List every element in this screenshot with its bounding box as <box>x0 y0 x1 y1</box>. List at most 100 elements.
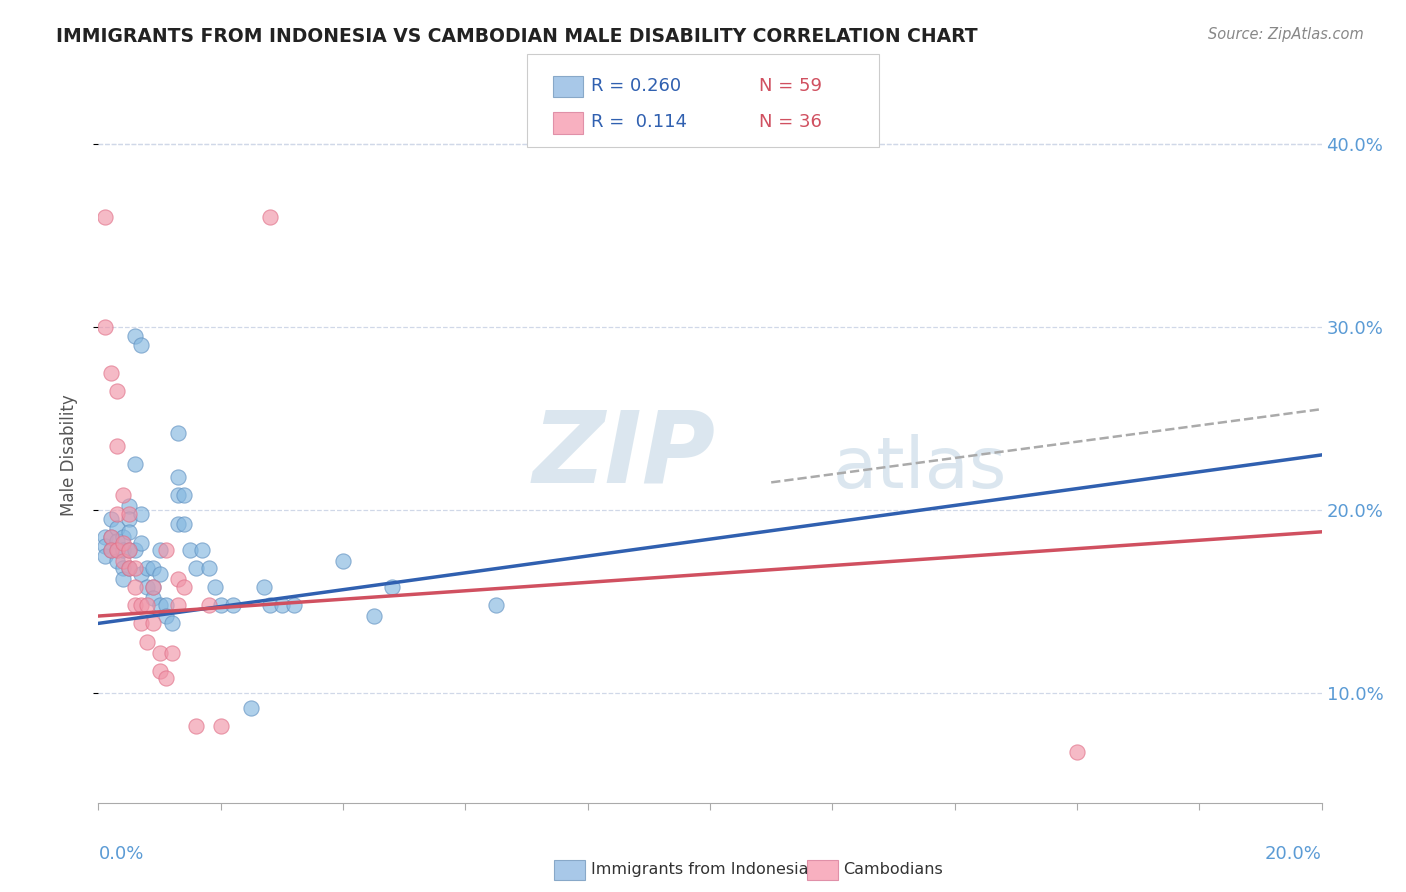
Point <box>197 598 219 612</box>
Point <box>259 210 281 224</box>
Text: N = 59: N = 59 <box>759 77 823 95</box>
Point <box>155 609 177 624</box>
Point <box>129 566 152 581</box>
Point <box>105 384 128 398</box>
Point <box>100 530 122 544</box>
Point <box>149 543 172 558</box>
Point <box>197 561 219 575</box>
Point <box>160 646 183 660</box>
Point <box>149 566 172 581</box>
Point <box>160 616 183 631</box>
Point <box>118 543 141 558</box>
Point <box>118 512 141 526</box>
Point <box>129 598 152 612</box>
Point <box>136 598 159 612</box>
Point <box>136 634 159 648</box>
Text: Immigrants from Indonesia: Immigrants from Indonesia <box>591 863 808 877</box>
Point <box>93 319 115 334</box>
Point <box>111 530 134 544</box>
Point <box>124 580 146 594</box>
Point <box>142 616 165 631</box>
Point <box>167 470 190 484</box>
Point <box>124 329 146 343</box>
Point <box>167 517 190 532</box>
Text: atlas: atlas <box>832 434 1007 503</box>
Point <box>1066 745 1088 759</box>
Text: IMMIGRANTS FROM INDONESIA VS CAMBODIAN MALE DISABILITY CORRELATION CHART: IMMIGRANTS FROM INDONESIA VS CAMBODIAN M… <box>56 27 977 45</box>
Text: 20.0%: 20.0% <box>1265 845 1322 863</box>
Point <box>129 616 152 631</box>
Point <box>191 543 214 558</box>
Y-axis label: Male Disability: Male Disability <box>59 394 77 516</box>
Point <box>173 580 195 594</box>
Point <box>105 533 128 548</box>
Point <box>93 210 115 224</box>
Point <box>155 543 177 558</box>
Point <box>173 488 195 502</box>
Point <box>270 598 292 612</box>
Point <box>111 554 134 568</box>
Point <box>332 554 354 568</box>
Text: R =  0.114: R = 0.114 <box>591 113 686 131</box>
Text: Cambodians: Cambodians <box>844 863 943 877</box>
Point <box>105 439 128 453</box>
Point <box>252 580 274 594</box>
Text: ZIP: ZIP <box>533 407 716 503</box>
Point <box>136 561 159 575</box>
Point <box>100 543 122 558</box>
Point <box>100 543 122 558</box>
Point <box>105 521 128 535</box>
Point <box>111 543 134 558</box>
Point <box>167 573 190 587</box>
Point <box>124 543 146 558</box>
Point <box>283 598 305 612</box>
Point <box>167 598 190 612</box>
Point <box>118 561 141 575</box>
Point <box>149 598 172 612</box>
Point <box>124 598 146 612</box>
Point <box>129 338 152 352</box>
Point <box>111 561 134 575</box>
Point <box>209 598 232 612</box>
Point <box>100 512 122 526</box>
Point <box>155 598 177 612</box>
Point <box>209 719 232 733</box>
Point <box>118 499 141 513</box>
Point <box>93 530 115 544</box>
Point <box>149 646 172 660</box>
Point <box>118 507 141 521</box>
Point <box>186 561 208 575</box>
Point <box>136 580 159 594</box>
Point <box>105 543 128 558</box>
Point <box>124 561 146 575</box>
Point <box>485 598 508 612</box>
Point <box>142 580 165 594</box>
Point <box>118 543 141 558</box>
Point <box>111 573 134 587</box>
Point <box>105 507 128 521</box>
Point <box>173 517 195 532</box>
Point <box>100 530 122 544</box>
Point <box>155 671 177 685</box>
Point <box>363 609 385 624</box>
Point <box>142 561 165 575</box>
Point <box>142 591 165 605</box>
Point <box>129 536 152 550</box>
Point <box>124 457 146 471</box>
Point <box>222 598 245 612</box>
Point <box>381 580 404 594</box>
Point <box>111 536 134 550</box>
Text: N = 36: N = 36 <box>759 113 823 131</box>
Point <box>129 507 152 521</box>
Text: 0.0%: 0.0% <box>98 845 143 863</box>
Point <box>204 580 226 594</box>
Point <box>167 488 190 502</box>
Point <box>93 540 115 554</box>
Point <box>259 598 281 612</box>
Point <box>240 700 263 714</box>
Point <box>179 543 201 558</box>
Point <box>93 549 115 563</box>
Point <box>186 719 208 733</box>
Point <box>105 543 128 558</box>
Point <box>118 524 141 539</box>
